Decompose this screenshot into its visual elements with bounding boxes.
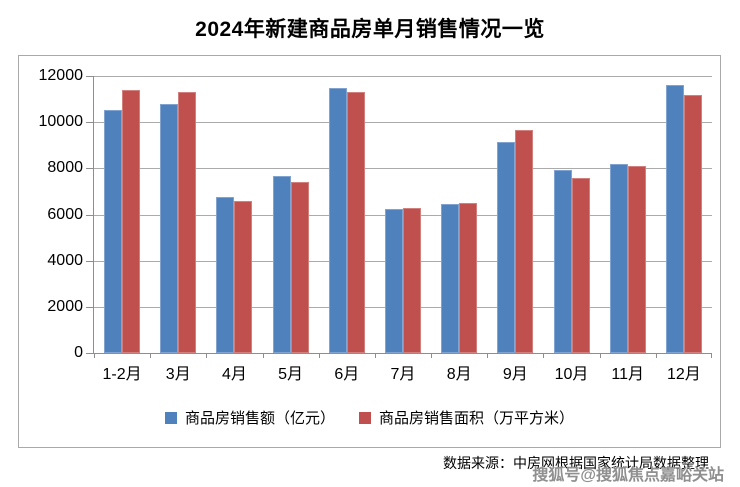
x-axis-label: 1-2月 <box>102 366 142 383</box>
bar-group: 11月 <box>599 76 656 383</box>
x-axis-tick <box>655 353 657 358</box>
bar-sales-value <box>104 109 123 353</box>
gridline <box>94 76 712 77</box>
x-axis-tick <box>431 353 433 358</box>
bar-group: 4月 <box>206 76 262 383</box>
gridline <box>94 168 712 169</box>
x-axis-label: 7月 <box>390 366 416 383</box>
x-axis-label: 3月 <box>165 366 191 383</box>
bar-group: 3月 <box>150 76 206 383</box>
x-axis-tick <box>262 353 264 358</box>
bar-sales-value <box>441 204 460 353</box>
y-axis-label: 10000 <box>38 113 84 130</box>
bar-sales-value <box>553 169 572 353</box>
bar-sales-value <box>665 85 684 353</box>
y-axis-tick <box>86 122 93 123</box>
x-axis-tick <box>487 353 489 358</box>
bar-group: 12月 <box>655 76 712 383</box>
x-axis-tick <box>318 353 320 358</box>
bar-sales-area <box>178 92 197 353</box>
y-axis-tick <box>86 353 93 354</box>
y-axis-tick <box>86 261 93 262</box>
y-axis-tick <box>86 76 93 77</box>
bar-sales-value <box>216 197 235 353</box>
legend-label-sales-value: 商品房销售额（亿元） <box>184 410 335 427</box>
x-axis-tick <box>206 353 208 358</box>
legend-swatch-sales-area-icon <box>359 411 371 424</box>
x-axis-tick <box>543 353 545 358</box>
bar-sales-area <box>234 200 253 353</box>
bar-sales-area <box>683 94 702 353</box>
x-axis-label: 12月 <box>666 366 701 383</box>
bar-sales-value <box>160 103 179 353</box>
bar-group: 9月 <box>487 76 543 383</box>
x-axis-tick <box>599 353 601 358</box>
gridline <box>94 122 712 123</box>
bar-sales-area <box>571 177 590 353</box>
legend-item-sales-area: 商品房销售面积（万平方米） <box>359 407 574 428</box>
plot-area: 1-2月 3月 4月 5月 6月 7月 8月 9月 10月 11月 12月 <box>86 76 712 383</box>
chart-title: 2024年新建商品房单月销售情况一览 <box>195 18 545 41</box>
bar-group: 1-2月 <box>94 76 150 383</box>
y-axis-label: 8000 <box>47 159 83 176</box>
bar-sales-area <box>290 182 309 353</box>
x-axis-tick <box>150 353 152 358</box>
y-axis-label: 2000 <box>47 298 83 315</box>
watermark: 搜狐号@搜狐焦点嘉峪关站 <box>532 467 724 484</box>
bar-group: 10月 <box>543 76 599 383</box>
x-axis-label: 10月 <box>554 366 589 383</box>
bar-sales-value <box>384 208 403 353</box>
x-axis-label: 4月 <box>221 366 247 383</box>
legend-swatch-sales-value-icon <box>164 411 177 424</box>
bar-sales-area <box>459 203 478 353</box>
y-axis-label: 12000 <box>38 67 84 84</box>
bar-sales-area <box>627 166 646 353</box>
x-axis-label: 9月 <box>502 366 528 383</box>
bar-sales-area <box>346 92 365 353</box>
y-axis-tick <box>86 168 93 169</box>
bar-group: 7月 <box>374 76 431 383</box>
bar-sales-area <box>122 89 141 353</box>
x-axis-label: 6月 <box>334 366 360 383</box>
legend-item-sales-value: 商品房销售额（亿元） <box>164 407 335 428</box>
bar-group: 5月 <box>262 76 319 383</box>
bar-sales-value <box>328 87 347 353</box>
y-axis-label: 4000 <box>47 252 83 269</box>
data-source-note: 数据来源：中房网根据国家统计局数据整理 <box>443 455 709 471</box>
y-axis-tick <box>86 215 93 216</box>
y-axis-label: 6000 <box>47 206 83 223</box>
bar-sales-value <box>272 176 291 353</box>
x-axis-label: 5月 <box>278 366 304 383</box>
bar-sales-area <box>515 130 534 353</box>
x-axis-label: 8月 <box>446 366 472 383</box>
x-axis-label: 11月 <box>611 366 645 383</box>
bar-sales-value <box>497 141 516 353</box>
chart-frame: 1-2月 3月 4月 5月 6月 7月 8月 9月 10月 11月 12月 商品房销售额（亿元） 商… <box>18 55 721 448</box>
bar-group: 6月 <box>318 76 375 383</box>
y-axis-tick <box>86 307 93 308</box>
x-axis-tick <box>94 353 95 358</box>
bar-sales-value <box>609 163 628 353</box>
legend-label-sales-area: 商品房销售面积（万平方米） <box>379 410 575 427</box>
legend: 商品房销售额（亿元） 商品房销售面积（万平方米） <box>19 407 720 428</box>
bar-sales-area <box>402 207 421 353</box>
y-axis-label: 0 <box>74 344 83 361</box>
bar-group: 8月 <box>431 76 487 383</box>
x-axis-tick <box>711 353 712 358</box>
x-axis-tick <box>374 353 376 358</box>
